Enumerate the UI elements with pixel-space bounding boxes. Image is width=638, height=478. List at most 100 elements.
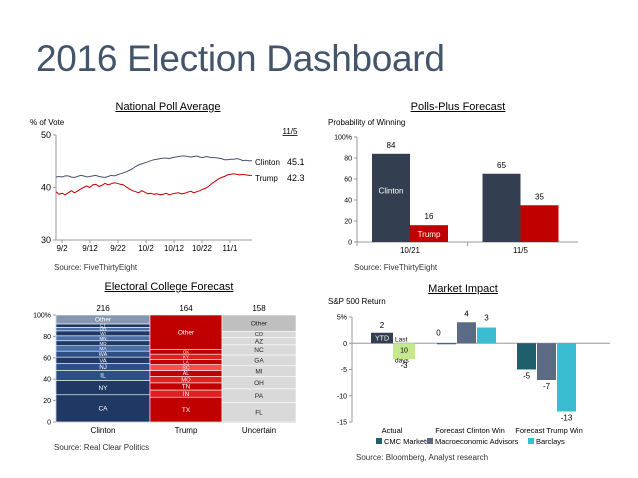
forecast-series-label-trump: Trump [418, 230, 441, 239]
market-y-tick-label: -15 [337, 420, 347, 427]
market-legend-label: Barclays [536, 437, 565, 446]
electoral-y-tick-label: 100% [33, 313, 51, 320]
forecast-value-label: 84 [387, 141, 396, 150]
poll-y-tick-label: 40 [41, 183, 51, 193]
poll-y-axis-label: % of Vote [30, 118, 65, 127]
market-value-label: 3 [484, 314, 489, 323]
forecast-category-label: 10/21 [400, 246, 421, 255]
forecast-series-label-clinton: Clinton [379, 186, 404, 195]
forecast-chart-title: Polls-Plus Forecast [410, 101, 506, 113]
market-value-label: 0 [436, 328, 441, 337]
electoral-segment-label: KY [183, 354, 190, 359]
poll-x-tick-label: 9/12 [82, 244, 98, 253]
forecast-y-tick-label: 100% [334, 135, 352, 142]
market-legend-swatch [376, 438, 382, 444]
poll-y-tick-label: 50 [41, 130, 51, 140]
legend-label-clinton: Clinton [255, 158, 280, 167]
electoral-category-label: Uncertain [242, 426, 276, 435]
market-y-axis-label: S&P 500 Return [328, 297, 386, 306]
market-value-label: -7 [543, 382, 551, 391]
electoral-segment-label: MN [100, 336, 107, 341]
electoral-chart-title: Electoral College Forecast [104, 281, 234, 293]
market-y-tick-label: 0 [343, 341, 347, 348]
market-ytd-label: YTD [375, 335, 389, 342]
forecast-category-label: 11/5 [513, 246, 529, 255]
latest-value-trump: 42.3 [287, 173, 305, 183]
poll-date-label: 11/5 [283, 127, 299, 136]
electoral-segment-label: MA [99, 346, 107, 352]
electoral-segment-label: Other [178, 330, 195, 337]
electoral-segment-label: GA [254, 358, 264, 365]
poll-x-tick-label: 11/1 [223, 244, 239, 253]
poll-x-tick-label: 9/2 [56, 244, 68, 253]
electoral-segment-label: SC [182, 365, 190, 371]
electoral-total-label: 216 [96, 304, 110, 313]
electoral-source: Source: Real Clear Politics [54, 443, 150, 452]
electoral-segment [149, 314, 223, 350]
electoral-segment-label: MD [100, 341, 108, 346]
forecast-bar-clinton [482, 173, 521, 242]
electoral-segment-label: NJ [99, 364, 107, 371]
electoral-segment-label: AL [183, 371, 190, 377]
electoral-category-label: Clinton [91, 426, 116, 435]
market-last10-label-line1: Last [395, 336, 407, 343]
electoral-segment-label: IN [183, 391, 190, 398]
electoral-segment-label: WI [100, 331, 106, 336]
market-legend-label: CMC Markets [384, 437, 430, 446]
electoral-segment-label: Other [251, 320, 268, 327]
market-value-label: -3 [400, 361, 408, 370]
electoral-segment-label: IL [100, 373, 106, 380]
electoral-segment-label: AZ [255, 338, 263, 345]
electoral-segment-label: TN [182, 384, 191, 391]
electoral-segment-label: Other [95, 317, 112, 324]
electoral-segment [149, 396, 223, 423]
market-bar-barclays [477, 327, 496, 344]
electoral-segment-label: NY [98, 385, 108, 392]
electoral-segment-label: CO [255, 332, 263, 338]
electoral-segment-label: OR [100, 327, 108, 332]
market-bar-macroeconomic-advisors [457, 322, 476, 344]
electoral-y-tick-label: 20 [43, 398, 51, 405]
forecast-source: Source: FiveThirtyEight [354, 263, 438, 272]
market-bar-barclays [557, 343, 576, 412]
market-legend-swatch [427, 438, 433, 444]
electoral-segment-label: VA [99, 358, 106, 364]
market-bar-cmc-markets [517, 343, 536, 370]
electoral-segment-label: NC [254, 347, 264, 354]
forecast-value-label: 16 [425, 212, 434, 221]
poll-y-tick-label: 30 [41, 235, 51, 245]
market-value-label: 2 [380, 321, 385, 330]
market-last10-label-line2: 10 [400, 347, 408, 354]
market-value-label: -5 [523, 372, 531, 381]
electoral-segment-label: CA [98, 406, 108, 413]
electoral-total-label: 164 [179, 304, 193, 313]
market-bar-ytd [371, 332, 393, 344]
forecast-y-tick-label: 20 [344, 219, 352, 226]
electoral-segment-label: TX [182, 407, 191, 414]
poll-x-tick-label: 10/22 [192, 244, 213, 253]
forecast-bar-trump [410, 225, 448, 242]
forecast-value-label: 35 [535, 192, 544, 201]
forecast-bar-clinton [372, 153, 410, 242]
electoral-segment-label: MO [181, 378, 191, 384]
market-source: Source: Bloomberg, Analyst research [356, 453, 489, 462]
electoral-segment-label: OK [183, 349, 190, 354]
market-category-label: Forecast Trump Win [515, 426, 583, 435]
market-legend-swatch [528, 438, 534, 444]
electoral-segment-label: LA [183, 360, 190, 365]
poll-line-clinton [55, 155, 252, 179]
forecast-y-tick-label: 0 [348, 240, 352, 247]
market-category-label: Actual [382, 426, 403, 435]
market-y-tick-label: -5 [341, 367, 347, 374]
poll-x-tick-label: 10/12 [164, 244, 185, 253]
market-value-label: -13 [561, 414, 573, 423]
market-y-tick-label: 5% [337, 315, 347, 322]
electoral-segment-label: MI [255, 368, 262, 375]
dashboard-title: 2016 Election Dashboard [36, 38, 445, 79]
market-bar-macroeconomic-advisors [537, 343, 556, 380]
poll-chart-title: National Poll Average [115, 101, 221, 113]
electoral-category-label: Trump [175, 426, 198, 435]
